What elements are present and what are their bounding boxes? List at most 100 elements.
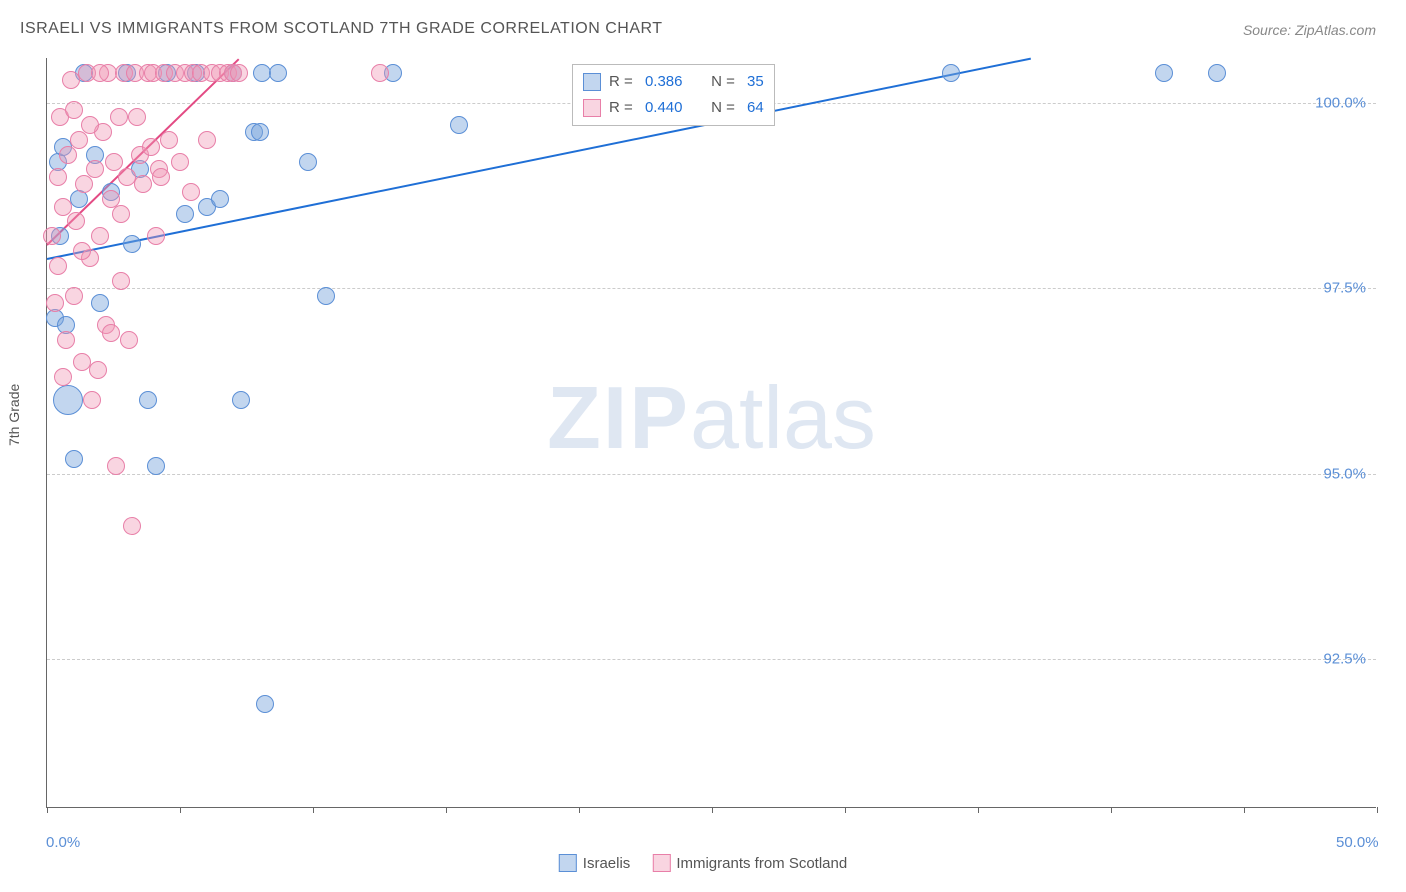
legend-swatch-israelis <box>559 854 577 872</box>
stats-r-value: 0.440 <box>645 95 699 121</box>
data-point <box>160 131 178 149</box>
stats-n-value: 64 <box>747 95 764 121</box>
chart-title: ISRAELI VS IMMIGRANTS FROM SCOTLAND 7TH … <box>20 20 663 38</box>
data-point <box>182 183 200 201</box>
data-point <box>198 131 216 149</box>
data-point <box>46 294 64 312</box>
data-point <box>75 175 93 193</box>
data-point <box>112 272 130 290</box>
y-tick-label: 100.0% <box>1315 94 1366 111</box>
data-point <box>123 517 141 535</box>
stats-n-label: N = <box>707 69 739 95</box>
data-point <box>43 227 61 245</box>
gridline <box>47 288 1376 289</box>
stats-r-value: 0.386 <box>645 69 699 95</box>
watermark: ZIPatlas <box>547 367 876 469</box>
stats-box: R = 0.386 N = 35R = 0.440 N = 64 <box>572 64 775 126</box>
gridline <box>47 474 1376 475</box>
legend-item-israelis: Israelis <box>559 854 631 872</box>
data-point <box>105 153 123 171</box>
data-point <box>91 294 109 312</box>
data-point <box>942 64 960 82</box>
data-point <box>371 64 389 82</box>
data-point <box>230 64 248 82</box>
data-point <box>81 116 99 134</box>
data-point <box>65 450 83 468</box>
source-attribution: Source: ZipAtlas.com <box>1243 22 1376 38</box>
data-point <box>171 153 189 171</box>
data-point <box>134 175 152 193</box>
data-point <box>176 205 194 223</box>
data-point <box>128 108 146 126</box>
x-tick <box>47 807 48 813</box>
data-point <box>49 168 67 186</box>
watermark-light: atlas <box>690 368 876 467</box>
data-point <box>59 146 77 164</box>
stats-r-label: R = <box>609 69 637 95</box>
data-point <box>53 385 83 415</box>
data-point <box>89 361 107 379</box>
y-tick-label: 97.5% <box>1323 280 1366 297</box>
data-point <box>110 108 128 126</box>
x-tick <box>978 807 979 813</box>
x-tick <box>1111 807 1112 813</box>
data-point <box>102 324 120 342</box>
data-point <box>147 457 165 475</box>
y-tick-label: 95.0% <box>1323 465 1366 482</box>
data-point <box>54 198 72 216</box>
data-point <box>123 235 141 253</box>
data-point <box>86 160 104 178</box>
data-point <box>83 391 101 409</box>
data-point <box>73 242 91 260</box>
source-prefix: Source: <box>1243 22 1295 38</box>
data-point <box>232 391 250 409</box>
x-tick-label: 0.0% <box>46 834 80 851</box>
x-tick <box>180 807 181 813</box>
legend: Israelis Immigrants from Scotland <box>559 854 847 872</box>
data-point <box>269 64 287 82</box>
data-point <box>1208 64 1226 82</box>
data-point <box>120 331 138 349</box>
x-tick <box>1377 807 1378 813</box>
legend-swatch-scotland <box>652 854 670 872</box>
x-tick-label: 50.0% <box>1336 834 1379 851</box>
data-point <box>256 695 274 713</box>
gridline <box>47 659 1376 660</box>
x-tick <box>845 807 846 813</box>
data-point <box>139 391 157 409</box>
x-tick <box>712 807 713 813</box>
stats-r-label: R = <box>609 95 637 121</box>
data-point <box>152 168 170 186</box>
legend-label-israelis: Israelis <box>583 855 631 872</box>
data-point <box>91 227 109 245</box>
data-point <box>49 257 67 275</box>
legend-label-scotland: Immigrants from Scotland <box>676 855 847 872</box>
stats-n-value: 35 <box>747 69 764 95</box>
data-point <box>65 287 83 305</box>
x-tick <box>1244 807 1245 813</box>
stats-swatch <box>583 99 601 117</box>
data-point <box>299 153 317 171</box>
data-point <box>70 131 88 149</box>
data-point <box>142 138 160 156</box>
plot-area: ZIPatlas 92.5%95.0%97.5%100.0%R = 0.386 … <box>46 58 1376 808</box>
stats-row: R = 0.440 N = 64 <box>583 95 764 121</box>
x-tick <box>579 807 580 813</box>
data-point <box>107 457 125 475</box>
source-name: ZipAtlas.com <box>1295 22 1376 38</box>
data-point <box>317 287 335 305</box>
y-tick-label: 92.5% <box>1323 651 1366 668</box>
data-point <box>91 64 109 82</box>
data-point <box>67 212 85 230</box>
data-point <box>450 116 468 134</box>
data-point <box>65 101 83 119</box>
x-tick <box>446 807 447 813</box>
x-tick <box>313 807 314 813</box>
y-axis-label: 7th Grade <box>6 384 22 446</box>
data-point <box>147 227 165 245</box>
stats-n-label: N = <box>707 95 739 121</box>
data-point <box>112 205 130 223</box>
stats-swatch <box>583 73 601 91</box>
data-point <box>251 123 269 141</box>
data-point <box>57 331 75 349</box>
